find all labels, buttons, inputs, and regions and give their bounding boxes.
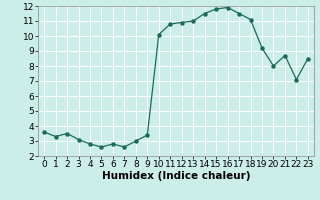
- X-axis label: Humidex (Indice chaleur): Humidex (Indice chaleur): [102, 171, 250, 181]
